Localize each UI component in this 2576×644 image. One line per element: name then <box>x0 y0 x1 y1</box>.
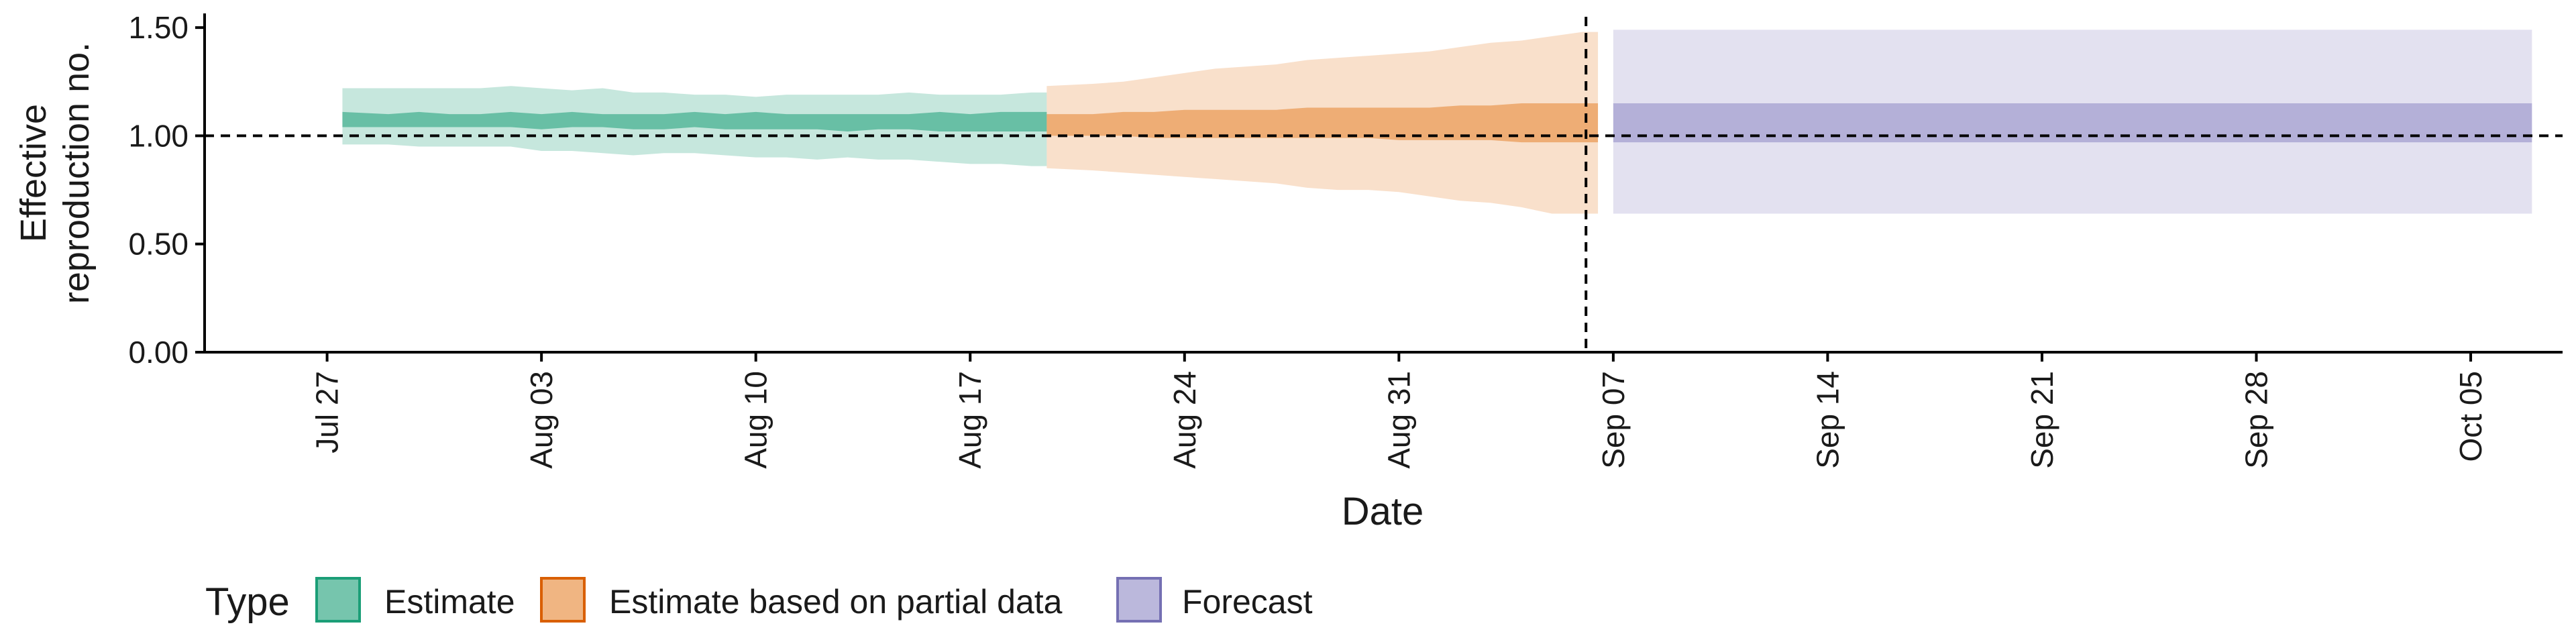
x-tick-label: Jul 27 <box>310 371 345 453</box>
y-axis-label-line-2: reproduction no. <box>56 42 97 304</box>
x-tick-label: Aug 31 <box>1381 371 1416 469</box>
uncertainty-bands <box>342 30 2532 214</box>
legend-label-forecast: Forecast <box>1182 583 1313 621</box>
legend-key-forecast <box>1116 577 1162 623</box>
x-tick-label: Aug 03 <box>524 371 559 469</box>
legend-key-estimate-based-on-partial-data <box>540 577 586 623</box>
x-tick-label: Aug 24 <box>1167 371 1202 469</box>
x-tick-label: Aug 10 <box>739 371 773 469</box>
y-tick-label: 1.00 <box>128 118 189 153</box>
band-50-estimate-based-on-partial-data <box>1046 103 1599 143</box>
x-tick-label: Sep 21 <box>2025 371 2059 469</box>
y-tick-label: 1.50 <box>128 10 189 45</box>
legend: Type Estimate Estimate based on partial d… <box>205 577 1313 624</box>
y-tick-label: 0.00 <box>128 335 189 370</box>
band-50-forecast <box>1613 103 2532 143</box>
y-axis-label-line-1: Effective <box>13 104 54 242</box>
y-ticks: 0.00 0.50 1.00 1.50 <box>128 10 205 370</box>
x-tick-label: Sep 07 <box>1596 371 1631 469</box>
x-ticks: Jul 27 Aug 03 Aug 10 Aug 17 Aug 24 Aug 31 Sep … <box>310 352 2488 469</box>
y-tick-label: 0.50 <box>128 227 189 262</box>
x-tick-label: Sep 28 <box>2239 371 2274 469</box>
legend-title: Type <box>205 580 290 624</box>
legend-label-estimate-based-on-partial-data: Estimate based on partial data <box>609 583 1063 621</box>
legend-label-estimate: Estimate <box>384 583 515 621</box>
legend-key-estimate <box>315 577 361 623</box>
band-50-estimate <box>342 111 1047 131</box>
x-axis-label: Date <box>1342 490 1424 533</box>
x-tick-label: Sep 14 <box>1810 371 1845 469</box>
x-tick-label: Aug 17 <box>953 371 987 469</box>
x-tick-label: Oct 05 <box>2453 371 2488 462</box>
